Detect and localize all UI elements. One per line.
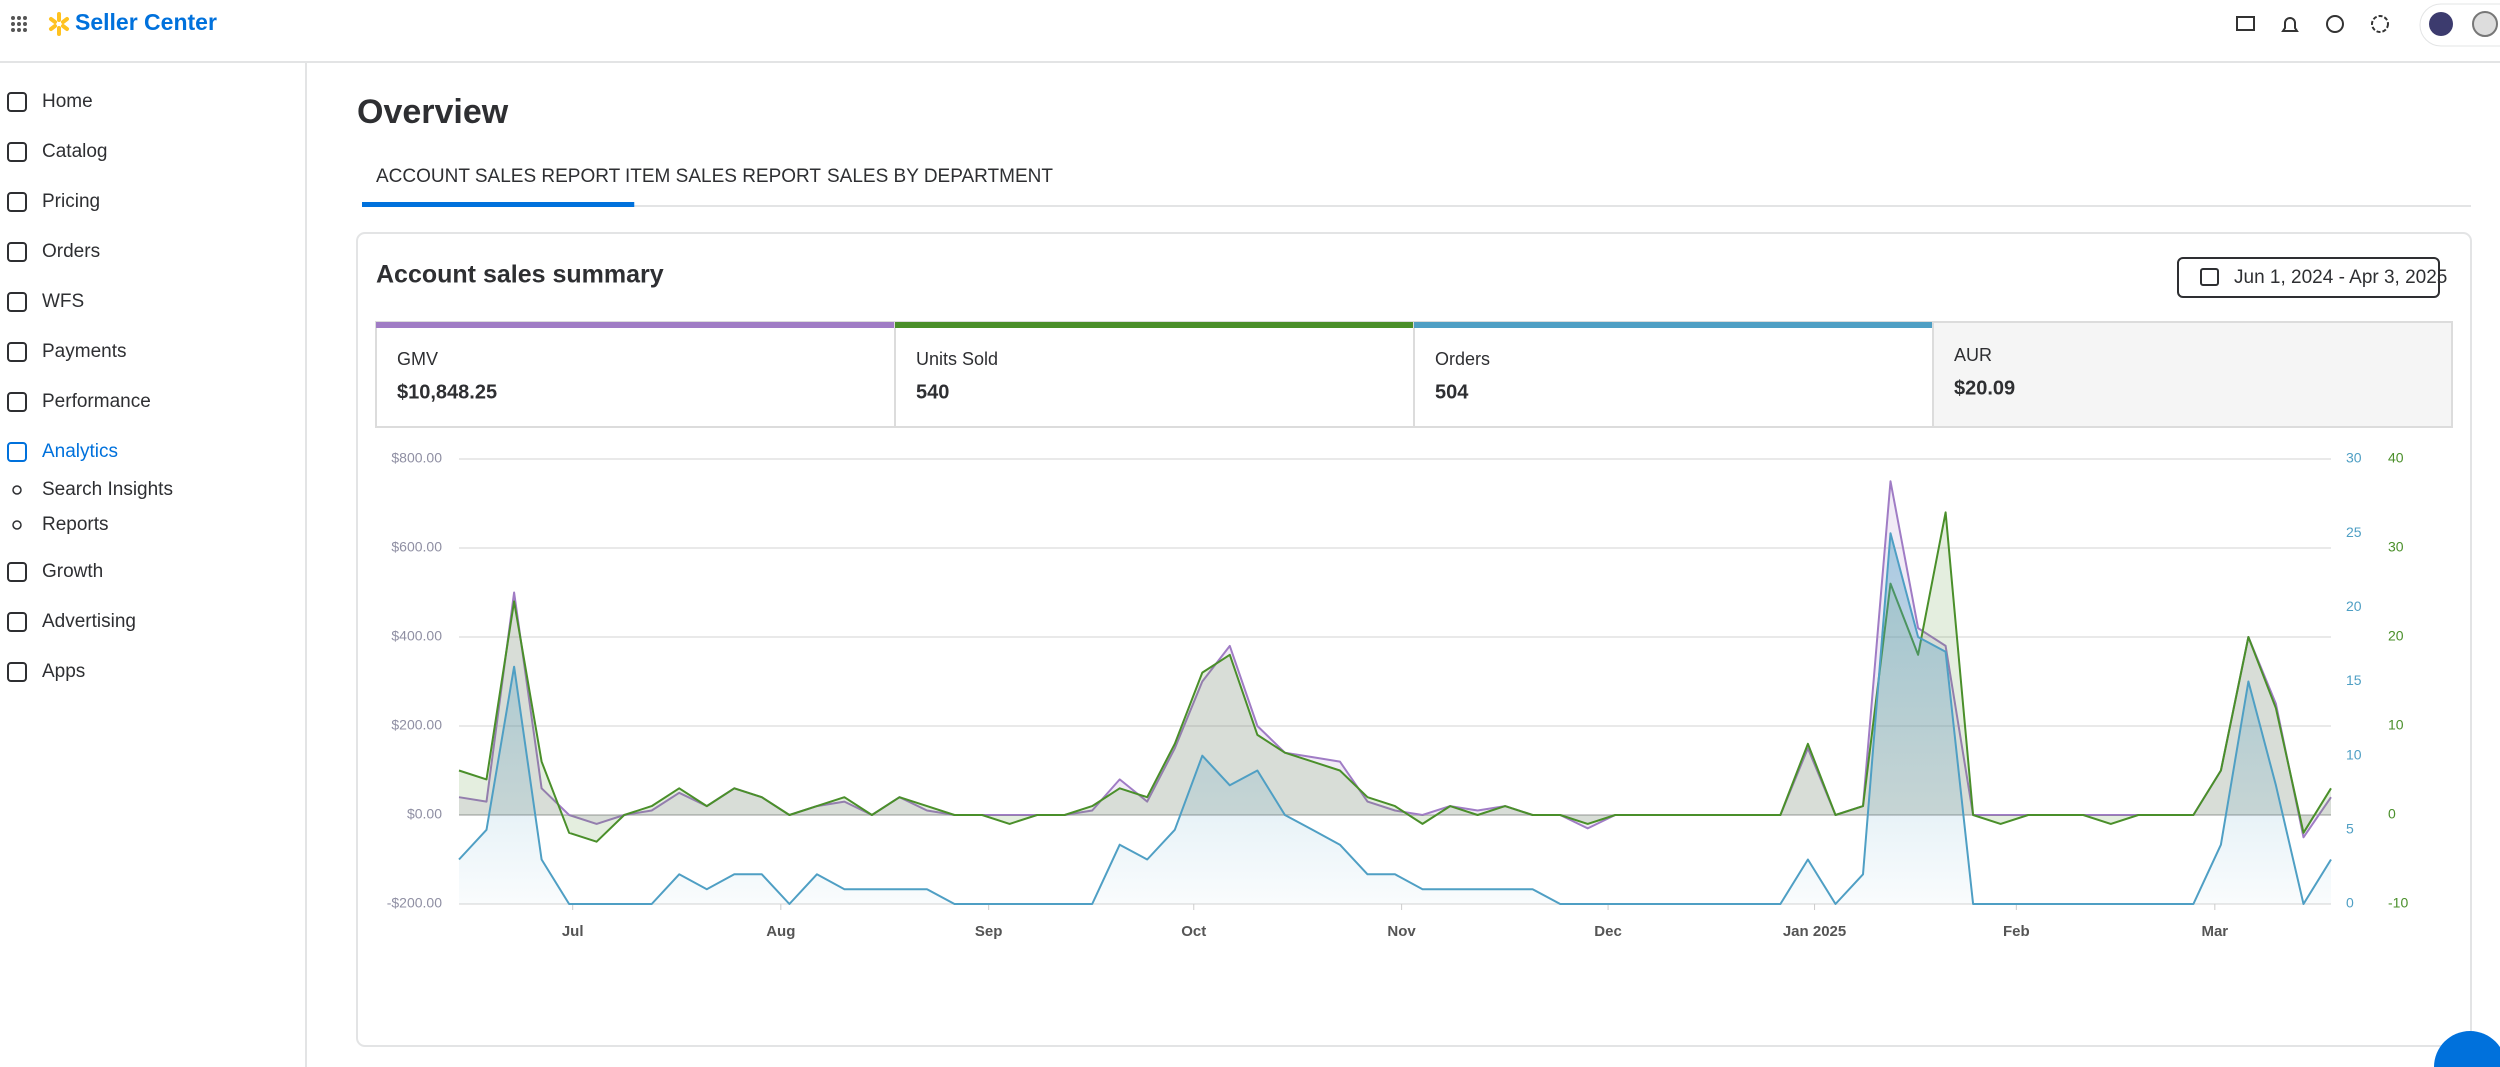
metric-tiles: GMV $10,848.25 Units Sold 540 Orders 504 AUR $2…	[375, 321, 2453, 428]
nav-item[interactable]: Performance	[42, 391, 151, 412]
spark-logo	[49, 12, 69, 36]
tab[interactable]: ACCOUNT SALES REPORT	[376, 166, 621, 187]
y2-tick-label: 15	[2346, 672, 2362, 688]
metric-tile[interactable]	[894, 321, 1415, 428]
nav-icon	[7, 342, 27, 362]
metric-color-bar	[1414, 322, 1933, 328]
y3-tick-label: 40	[2388, 450, 2404, 466]
nav-icon	[7, 192, 27, 212]
flag-icon[interactable]	[2429, 12, 2453, 36]
nav-icon	[7, 142, 27, 162]
y2-tick-label: 30	[2346, 450, 2362, 466]
mail-icon[interactable]	[2236, 16, 2255, 31]
y-tick-label: -$200.00	[387, 895, 442, 911]
x-tick-label: Jul	[562, 923, 584, 940]
nav-icon	[7, 392, 27, 412]
nav-icon	[7, 292, 27, 312]
nav-item[interactable]: Advertising	[42, 611, 136, 632]
metric-value: $20.09	[1954, 377, 2015, 399]
metric-label: AUR	[1954, 345, 1992, 365]
nav-item[interactable]: Apps	[42, 661, 85, 682]
nav-item[interactable]: Payments	[42, 341, 126, 362]
metric-tile[interactable]	[1932, 321, 2453, 428]
tab[interactable]: SALES BY DEPARTMENT	[827, 166, 1053, 187]
brand[interactable]: Seller Center	[75, 9, 217, 35]
tab[interactable]: ITEM SALES REPORT	[625, 166, 821, 187]
subnav-item[interactable]: Search Insights	[42, 479, 173, 500]
card-title: Account sales summary	[376, 261, 664, 289]
date-range[interactable]: Jun 1, 2024 - Apr 3, 2025	[2234, 267, 2447, 288]
subnav-item[interactable]: Reports	[42, 514, 109, 535]
page-title: Overview	[357, 93, 509, 131]
y3-tick-label: 30	[2388, 539, 2404, 555]
avatar[interactable]	[2472, 11, 2498, 37]
x-tick-label: Aug	[766, 923, 795, 940]
y3-tick-label: 10	[2388, 717, 2404, 733]
series-line	[458, 511, 2332, 843]
x-tick-label: Oct	[1181, 923, 1206, 940]
settings-icon[interactable]	[2371, 15, 2389, 33]
chart: -$200.00 $0.00 $200.00 $400.00 $600.00 $800.0…	[387, 450, 2409, 940]
x-tick-label: Nov	[1387, 923, 1416, 940]
x-tick-label: Jan 2025	[1783, 923, 1846, 940]
metric-label: Units Sold	[916, 349, 998, 369]
metric-value: $10,848.25	[397, 381, 497, 403]
nav-item[interactable]: Orders	[42, 241, 100, 262]
nav-icon	[7, 242, 27, 262]
metric-tile[interactable]	[375, 321, 896, 428]
subnav-bullet	[12, 485, 22, 495]
apps-grid-icon[interactable]	[11, 16, 27, 32]
subnav-bullet	[12, 520, 22, 530]
nav-icon	[7, 562, 27, 582]
y-tick-label: $800.00	[391, 450, 442, 466]
y2-tick-label: 5	[2346, 821, 2354, 837]
tab-underline	[362, 202, 635, 207]
x-tick-label: Mar	[2201, 923, 2228, 940]
top-bar	[0, 0, 2500, 62]
y2-tick-label: 20	[2346, 598, 2362, 614]
sidebar: Home Catalog Pricing Orders WFS Payments Perfo…	[7, 91, 173, 682]
metric-color-bar	[895, 322, 1414, 328]
nav-item[interactable]: Pricing	[42, 191, 100, 212]
nav-icon	[7, 612, 27, 632]
y3-tick-label: 0	[2388, 806, 2396, 822]
x-tick-label: Sep	[975, 923, 1003, 940]
x-tick-label: Dec	[1594, 923, 1622, 940]
nav-item[interactable]: Catalog	[42, 141, 108, 162]
calendar-icon	[2200, 268, 2219, 286]
nav-item[interactable]: Home	[42, 91, 93, 112]
metric-label: GMV	[397, 349, 438, 369]
quick-help-button[interactable]	[2434, 1031, 2500, 1067]
y2-tick-label: 0	[2346, 895, 2354, 911]
metric-value: 540	[916, 381, 949, 403]
y3-tick-label: -10	[2388, 895, 2408, 911]
metric-color-bar	[376, 322, 895, 328]
y-tick-label: $600.00	[391, 539, 442, 555]
metric-tile[interactable]	[1413, 321, 1934, 428]
y2-tick-label: 10	[2346, 746, 2362, 762]
nav-icon	[7, 442, 27, 462]
y-tick-label: $200.00	[391, 717, 442, 733]
series-line	[458, 532, 2332, 905]
help-icon[interactable]	[2326, 15, 2344, 33]
x-tick-label: Feb	[2003, 923, 2030, 940]
date-picker[interactable]	[2177, 257, 2440, 298]
nav-item[interactable]: WFS	[42, 291, 84, 312]
bell-icon[interactable]	[2281, 17, 2299, 32]
header-icons[interactable]	[2236, 15, 2389, 33]
tabs: ACCOUNT SALES REPORT ITEM SALES REPORT SAL…	[362, 166, 1053, 207]
metric-label: Orders	[1435, 349, 1490, 369]
metric-value: 504	[1435, 381, 1469, 403]
nav-icon	[7, 92, 27, 112]
nav-icon	[7, 662, 27, 682]
y3-tick-label: 20	[2388, 628, 2404, 644]
nav-item[interactable]: Growth	[42, 561, 103, 582]
y2-tick-label: 25	[2346, 524, 2362, 540]
y-tick-label: $0.00	[407, 806, 442, 822]
y-tick-label: $400.00	[391, 628, 442, 644]
nav-item[interactable]: Analytics	[42, 441, 118, 462]
